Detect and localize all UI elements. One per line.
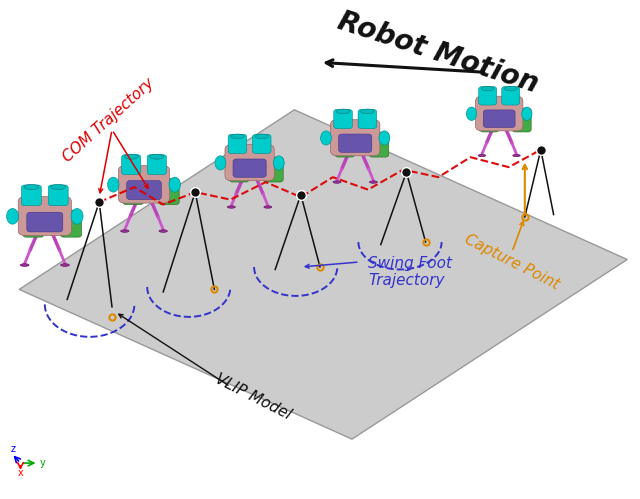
Ellipse shape xyxy=(61,264,69,266)
Ellipse shape xyxy=(504,86,517,91)
Ellipse shape xyxy=(333,181,341,183)
FancyBboxPatch shape xyxy=(264,157,283,182)
Ellipse shape xyxy=(478,154,486,157)
FancyBboxPatch shape xyxy=(483,110,515,128)
Ellipse shape xyxy=(467,107,477,121)
FancyBboxPatch shape xyxy=(334,109,353,129)
FancyBboxPatch shape xyxy=(60,210,82,237)
Ellipse shape xyxy=(20,264,29,266)
Ellipse shape xyxy=(361,109,374,114)
Polygon shape xyxy=(19,110,627,439)
FancyBboxPatch shape xyxy=(339,134,372,152)
Ellipse shape xyxy=(337,109,349,114)
FancyBboxPatch shape xyxy=(118,166,170,203)
Ellipse shape xyxy=(227,206,236,208)
FancyBboxPatch shape xyxy=(331,120,380,156)
FancyBboxPatch shape xyxy=(147,155,166,175)
Ellipse shape xyxy=(255,134,268,139)
Ellipse shape xyxy=(121,230,129,233)
FancyBboxPatch shape xyxy=(49,185,68,206)
FancyBboxPatch shape xyxy=(22,185,41,206)
Ellipse shape xyxy=(231,134,244,139)
Ellipse shape xyxy=(108,177,119,192)
Ellipse shape xyxy=(159,230,168,233)
Ellipse shape xyxy=(369,181,378,183)
FancyBboxPatch shape xyxy=(228,134,247,154)
FancyBboxPatch shape xyxy=(225,145,275,181)
FancyBboxPatch shape xyxy=(476,96,523,131)
Text: y: y xyxy=(39,458,45,468)
FancyBboxPatch shape xyxy=(27,212,63,232)
FancyBboxPatch shape xyxy=(502,87,520,105)
FancyBboxPatch shape xyxy=(480,108,499,132)
Ellipse shape xyxy=(150,154,164,159)
Ellipse shape xyxy=(124,154,138,159)
FancyBboxPatch shape xyxy=(159,179,179,205)
Text: Robot Motion: Robot Motion xyxy=(335,6,542,98)
Ellipse shape xyxy=(51,184,66,190)
Ellipse shape xyxy=(481,86,494,91)
Ellipse shape xyxy=(215,156,226,170)
FancyBboxPatch shape xyxy=(122,155,141,175)
Ellipse shape xyxy=(513,154,520,157)
Text: Capture Point: Capture Point xyxy=(462,232,562,292)
FancyBboxPatch shape xyxy=(123,179,143,205)
Ellipse shape xyxy=(24,184,39,190)
Ellipse shape xyxy=(71,209,83,224)
Ellipse shape xyxy=(273,156,284,170)
Ellipse shape xyxy=(169,177,180,192)
Text: x: x xyxy=(18,468,24,478)
Ellipse shape xyxy=(264,206,272,208)
Text: VLIP Model: VLIP Model xyxy=(212,371,293,422)
Text: COM Trajectory: COM Trajectory xyxy=(60,75,157,165)
FancyBboxPatch shape xyxy=(253,134,271,154)
Text: z: z xyxy=(11,444,15,454)
Ellipse shape xyxy=(6,209,19,224)
FancyBboxPatch shape xyxy=(335,132,355,157)
FancyBboxPatch shape xyxy=(479,87,497,105)
FancyBboxPatch shape xyxy=(369,132,389,157)
FancyBboxPatch shape xyxy=(229,157,249,182)
Ellipse shape xyxy=(379,131,390,145)
Text: Swing Foot
Trajectory: Swing Foot Trajectory xyxy=(368,256,452,288)
FancyBboxPatch shape xyxy=(512,108,531,132)
Ellipse shape xyxy=(321,131,332,145)
FancyBboxPatch shape xyxy=(127,181,161,200)
FancyBboxPatch shape xyxy=(19,197,72,236)
FancyBboxPatch shape xyxy=(358,109,377,129)
Ellipse shape xyxy=(522,107,532,121)
FancyBboxPatch shape xyxy=(233,159,266,177)
FancyBboxPatch shape xyxy=(23,210,44,237)
